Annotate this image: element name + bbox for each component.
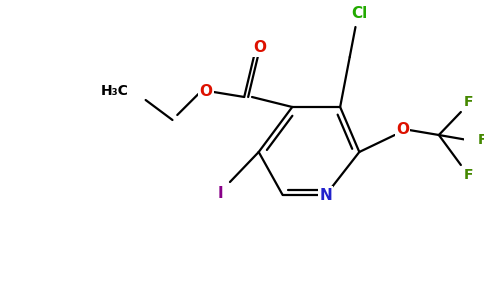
Text: Cl: Cl xyxy=(351,5,367,20)
Text: O: O xyxy=(396,122,409,137)
Text: O: O xyxy=(199,85,212,100)
Text: F: F xyxy=(464,168,473,182)
Text: O: O xyxy=(253,40,266,56)
Text: I: I xyxy=(218,187,223,202)
Text: H₃C: H₃C xyxy=(101,84,128,98)
Text: F: F xyxy=(478,133,484,147)
Text: N: N xyxy=(319,188,332,202)
Text: F: F xyxy=(464,95,473,109)
